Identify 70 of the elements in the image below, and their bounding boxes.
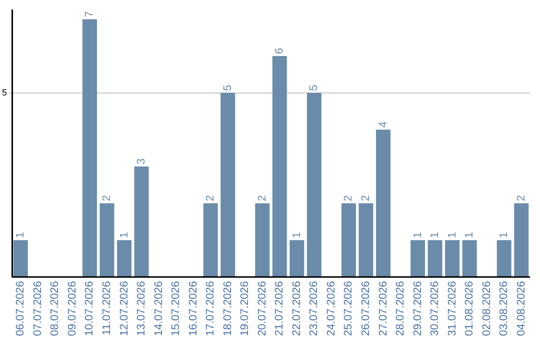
bar	[410, 240, 426, 277]
bar	[496, 240, 512, 277]
x-tick-label: 19.07.2026	[239, 280, 252, 336]
bar	[220, 92, 236, 277]
x-tick-label: 23.07.2026	[308, 280, 320, 336]
x-tick-label: 09.07.2026	[66, 280, 78, 336]
bar	[306, 92, 322, 277]
bar	[341, 203, 356, 277]
x-tick-label: 12.07.2026	[118, 280, 130, 336]
x-tick-label: 08.07.2026	[49, 280, 62, 336]
bar	[514, 203, 529, 277]
x-tick-label: 17.07.2026	[204, 280, 217, 336]
bar	[376, 130, 390, 277]
x-tick-label: 20.07.2026	[256, 280, 268, 336]
x-tick-label: 29.07.2026	[412, 280, 424, 336]
bar	[445, 240, 460, 277]
bar	[134, 166, 149, 277]
bar	[100, 203, 114, 277]
bar	[13, 240, 28, 277]
data-label: 1	[498, 232, 510, 238]
x-tick-label: 24.07.2026	[325, 280, 338, 336]
data-label: 5	[222, 84, 234, 91]
bar	[203, 203, 218, 277]
x-tick-label: 07.07.2026	[32, 280, 44, 336]
x-tick-label: 13.07.2026	[136, 280, 148, 336]
x-tick-label: 06.07.2026	[14, 280, 27, 336]
x-tick-label: 04.08.2026	[515, 280, 528, 336]
data-label: 1	[290, 232, 303, 238]
bar	[358, 203, 374, 277]
data-label: 6	[274, 48, 286, 54]
x-tick-label: 27.07.2026	[377, 280, 390, 336]
bar	[116, 240, 132, 277]
data-label: 1	[14, 232, 27, 238]
x-tick-label: 18.07.2026	[222, 280, 234, 336]
x-tick-label: 10.07.2026	[84, 280, 96, 336]
data-label: 4	[377, 122, 390, 128]
data-label: 1	[429, 232, 442, 238]
x-tick-label: 11.07.2026	[101, 280, 113, 336]
x-tick-label: 31.07.2026	[446, 280, 458, 336]
data-label: 1	[446, 232, 458, 238]
data-label: 1	[412, 232, 424, 238]
bar	[290, 240, 304, 277]
data-label: 2	[204, 195, 217, 202]
x-tick-label: 02.08.2026	[480, 280, 493, 336]
x-tick-label: 28.07.2026	[394, 280, 407, 336]
x-tick-label: 30.07.2026	[429, 280, 442, 336]
data-label: 5	[308, 84, 320, 91]
bar	[272, 56, 287, 277]
bar	[428, 240, 442, 277]
x-tick-label: 16.07.2026	[187, 280, 200, 336]
x-tick-label: 14.07.2026	[152, 280, 165, 336]
x-tick-label: 22.07.2026	[290, 280, 303, 336]
data-label: 7	[84, 11, 96, 18]
x-tick-label: 03.08.2026	[498, 280, 510, 336]
x-tick-label: 21.07.2026	[274, 280, 286, 336]
data-label: 2	[360, 195, 372, 202]
data-label: 2	[101, 195, 113, 202]
data-label: 1	[118, 232, 130, 238]
data-label: 2	[342, 195, 355, 202]
bar	[82, 19, 97, 277]
bar	[255, 203, 270, 277]
x-tick-label: 15.07.2026	[170, 280, 182, 336]
data-label: 2	[515, 195, 528, 202]
data-label: 1	[464, 232, 476, 238]
data-label: 3	[136, 158, 148, 164]
bar	[462, 240, 477, 277]
x-tick-label: 25.07.2026	[342, 280, 355, 336]
x-tick-label: 01.08.2026	[464, 280, 476, 336]
x-tick-label: 26.07.2026	[360, 280, 372, 336]
data-label: 2	[256, 195, 268, 202]
